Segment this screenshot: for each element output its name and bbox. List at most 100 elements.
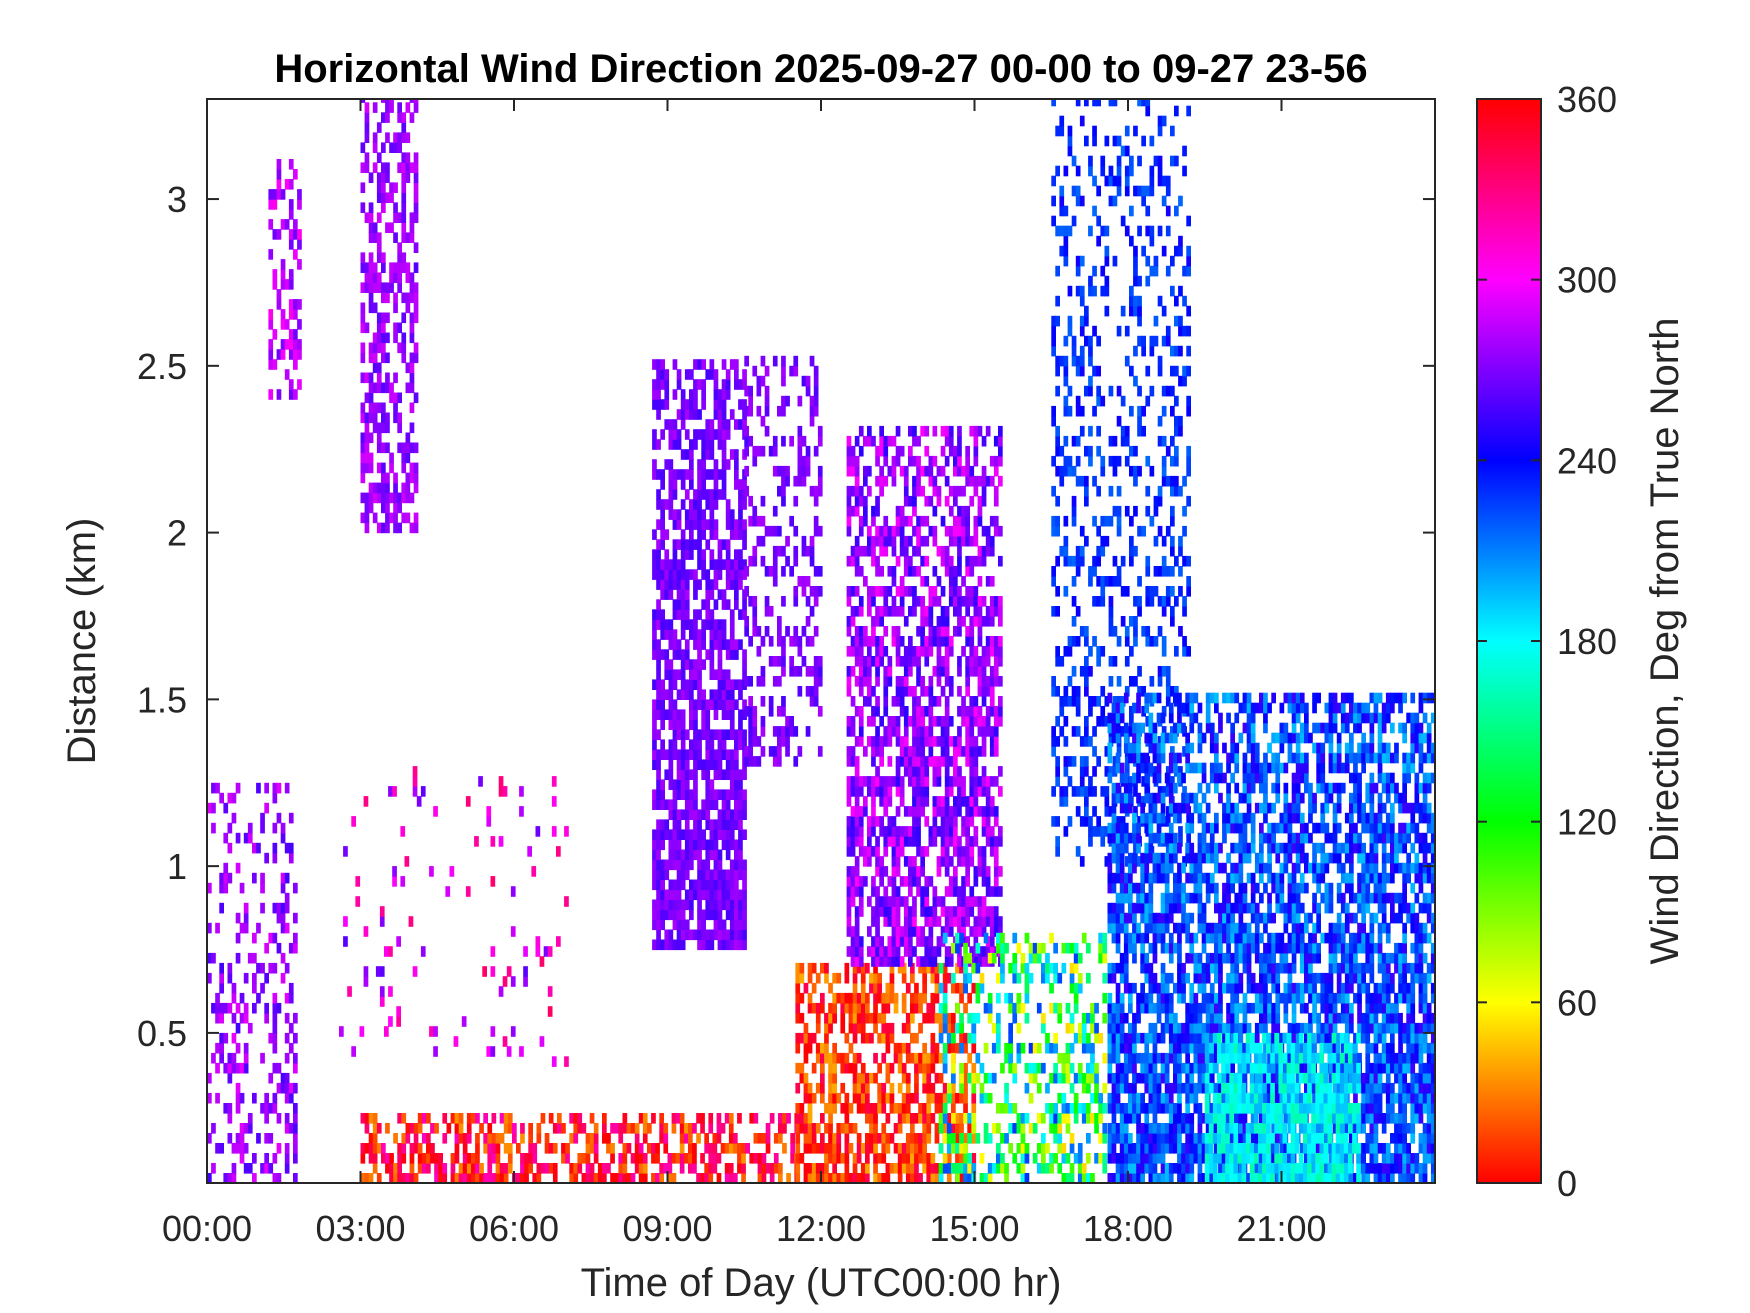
heatmap-cell <box>680 909 686 921</box>
heatmap-cell <box>858 676 864 687</box>
heatmap-cell <box>895 606 901 617</box>
heatmap-cell <box>887 586 893 597</box>
heatmap-cell <box>276 902 282 914</box>
heatmap-cell <box>948 826 954 837</box>
heatmap-cell <box>854 886 860 897</box>
heatmap-cell <box>748 706 753 717</box>
heatmap-cell <box>854 836 860 847</box>
heatmap-cell <box>693 619 698 630</box>
heatmap-cell <box>1045 972 1050 984</box>
heatmap-cell <box>938 982 944 994</box>
heatmap-cell <box>989 916 995 927</box>
heatmap-cell <box>912 545 917 557</box>
heatmap-cell <box>360 442 366 454</box>
heatmap-cell <box>689 449 694 460</box>
heatmap-cell <box>376 482 382 494</box>
heatmap-cell <box>693 569 698 580</box>
heatmap-cell <box>858 666 864 677</box>
heatmap-cell <box>524 1153 529 1164</box>
heatmap-cell <box>760 535 766 547</box>
heatmap-cell <box>401 342 407 354</box>
heatmap-cell <box>1086 1062 1091 1074</box>
heatmap-cell <box>879 465 884 477</box>
heatmap-cell <box>551 826 557 837</box>
heatmap-cell <box>871 746 876 757</box>
heatmap-cell <box>668 859 674 871</box>
heatmap-cell <box>235 1042 241 1054</box>
heatmap-cell <box>813 676 819 687</box>
heatmap-cell <box>955 1092 960 1104</box>
heatmap-cell <box>1084 786 1089 797</box>
heatmap-cell <box>239 992 245 1004</box>
heatmap-cell <box>709 939 715 951</box>
heatmap-cell <box>967 1163 972 1174</box>
heatmap-cell <box>801 465 807 477</box>
heatmap-cell <box>932 716 938 727</box>
heatmap-cell <box>981 776 987 787</box>
heatmap-cell <box>1004 1163 1009 1174</box>
heatmap-cell <box>1077 1062 1083 1074</box>
heatmap-cell <box>556 846 561 857</box>
heatmap-cell <box>993 515 999 527</box>
heatmap-cell <box>893 1123 899 1134</box>
heatmap-cell <box>1000 962 1005 974</box>
heatmap-cell <box>268 359 274 370</box>
heatmap-cell <box>713 529 719 540</box>
heatmap-cell <box>903 586 909 597</box>
heatmap-cell <box>887 435 893 447</box>
heatmap-cell <box>926 1012 932 1024</box>
heatmap-cell <box>389 452 394 464</box>
heatmap-cell <box>912 485 917 497</box>
heatmap-cell <box>503 1163 509 1174</box>
heatmap-cell <box>863 626 868 637</box>
heatmap-cell <box>828 1153 833 1164</box>
heatmap-cell <box>891 926 897 937</box>
heatmap-cell <box>652 759 657 770</box>
heatmap-cell <box>951 1113 956 1124</box>
heatmap-cell <box>1071 756 1077 767</box>
heatmap-cell <box>215 1042 220 1054</box>
heatmap-cell <box>920 956 925 967</box>
heatmap-cell <box>973 866 979 877</box>
heatmap-cell <box>948 956 954 967</box>
heatmap-cell <box>709 749 715 760</box>
heatmap-cell <box>934 1123 940 1134</box>
heatmap-cell <box>969 596 975 607</box>
heatmap-cell <box>1108 485 1114 497</box>
heatmap-cell <box>852 1173 858 1183</box>
heatmap-cell <box>1098 952 1103 964</box>
heatmap-cell <box>721 929 727 941</box>
heatmap-cell <box>507 1163 513 1174</box>
heatmap-cell <box>940 726 946 737</box>
heatmap-cell <box>397 342 402 354</box>
heatmap-cell <box>729 579 735 590</box>
heatmap-cell <box>973 425 979 437</box>
heatmap-cell <box>873 982 878 994</box>
heatmap-cell <box>535 946 541 957</box>
heatmap-cell <box>940 836 946 847</box>
heatmap-cell <box>401 202 407 213</box>
heatmap-cell <box>844 1123 850 1134</box>
heatmap-cell <box>280 349 286 360</box>
heatmap-cell <box>899 606 905 617</box>
heatmap-cell <box>903 515 909 527</box>
heatmap-cell <box>680 589 686 600</box>
heatmap-cell <box>264 1092 269 1104</box>
heatmap-cell <box>1059 125 1065 137</box>
heatmap-cell <box>1081 1113 1087 1124</box>
heatmap-cell <box>364 262 370 273</box>
heatmap-cell <box>1098 942 1103 954</box>
heatmap-cell <box>795 1143 801 1154</box>
heatmap-cell <box>385 172 390 183</box>
heatmap-cell <box>705 619 711 630</box>
heatmap-cell <box>388 786 393 797</box>
heatmap-cell <box>520 1163 525 1174</box>
heatmap-cell <box>858 636 864 647</box>
heatmap-cell <box>409 292 415 304</box>
heatmap-cell <box>376 272 382 283</box>
heatmap-cell <box>926 1082 932 1094</box>
heatmap-cell <box>413 462 419 474</box>
heatmap-cell <box>981 876 987 887</box>
heatmap-cell <box>693 589 698 600</box>
heatmap-cell <box>280 309 286 320</box>
